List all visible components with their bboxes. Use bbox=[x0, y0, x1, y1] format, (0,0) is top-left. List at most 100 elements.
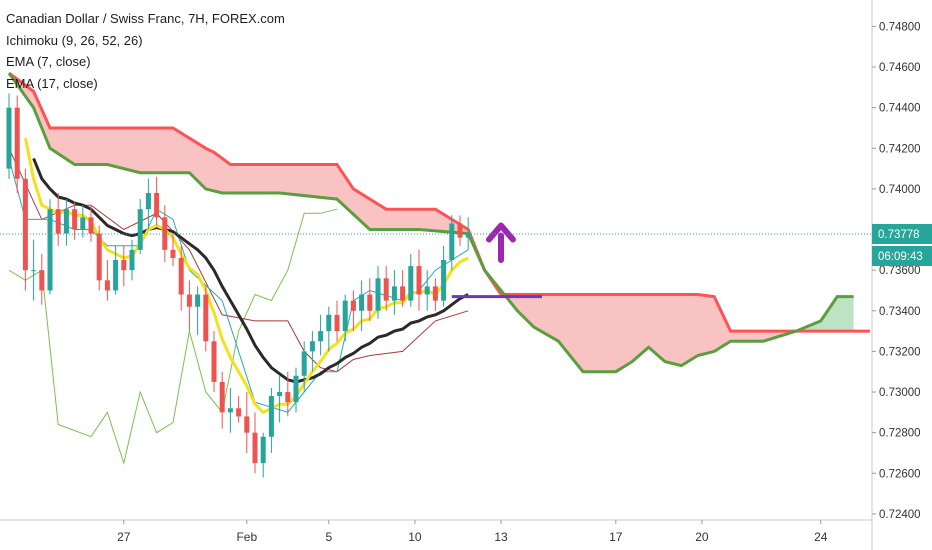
chikou-span-line bbox=[8, 208, 338, 465]
candle bbox=[170, 233, 176, 267]
candle-body bbox=[441, 260, 447, 301]
candle bbox=[47, 199, 53, 295]
candle-body bbox=[39, 270, 45, 291]
candle bbox=[22, 168, 28, 291]
candle-body bbox=[170, 249, 176, 258]
candle bbox=[457, 215, 463, 246]
candle-body bbox=[227, 408, 233, 413]
candle-body bbox=[219, 381, 225, 413]
candle bbox=[39, 253, 45, 305]
candle bbox=[309, 331, 315, 372]
candle-body bbox=[400, 286, 406, 301]
candle-body bbox=[391, 286, 397, 301]
candle-body bbox=[211, 341, 217, 382]
candle-body bbox=[14, 107, 20, 179]
candle bbox=[80, 205, 86, 238]
candle bbox=[391, 270, 397, 315]
candle-body bbox=[178, 257, 184, 295]
x-tick-label: 13 bbox=[494, 530, 508, 544]
candle bbox=[318, 314, 324, 356]
candle bbox=[408, 253, 414, 307]
candle bbox=[113, 245, 119, 295]
candle-body bbox=[145, 192, 151, 210]
countdown-label: 06:09:43 bbox=[878, 251, 923, 263]
y-tick-label: 0.74000 bbox=[879, 184, 921, 196]
candle bbox=[260, 432, 266, 478]
kijun-sen-line bbox=[8, 148, 469, 373]
candle-body bbox=[432, 286, 438, 301]
candle-body bbox=[104, 280, 110, 291]
candle bbox=[449, 215, 455, 271]
candle-body bbox=[318, 331, 324, 342]
candle-body bbox=[350, 300, 356, 311]
candle bbox=[285, 371, 291, 417]
candle bbox=[359, 280, 365, 332]
last-price-label: 0.73778 bbox=[878, 229, 920, 241]
candle bbox=[326, 306, 332, 352]
candle bbox=[424, 270, 430, 311]
candle bbox=[400, 270, 406, 307]
candle-body bbox=[285, 392, 291, 403]
candle bbox=[211, 331, 217, 393]
candle bbox=[186, 280, 192, 332]
y-tick-label: 0.72400 bbox=[879, 509, 921, 521]
candle-body bbox=[96, 233, 102, 281]
candle-body bbox=[457, 223, 463, 238]
legend-ema17[interactable]: EMA (17, close) bbox=[6, 75, 98, 91]
candle bbox=[244, 392, 250, 453]
candle-body bbox=[277, 392, 283, 397]
candle-body bbox=[72, 209, 78, 230]
candle bbox=[129, 239, 135, 281]
candle bbox=[293, 367, 299, 413]
candle bbox=[219, 371, 225, 429]
candle-body bbox=[88, 217, 94, 234]
candle-body bbox=[334, 314, 340, 332]
candle-body bbox=[186, 294, 192, 307]
x-tick-label: 5 bbox=[325, 530, 332, 544]
candle bbox=[6, 93, 12, 179]
candle bbox=[236, 396, 242, 423]
x-tick-label: 24 bbox=[814, 530, 828, 544]
candle bbox=[137, 199, 143, 254]
candle-body bbox=[203, 294, 209, 342]
candle bbox=[195, 286, 201, 336]
candle bbox=[342, 294, 348, 342]
candle bbox=[383, 266, 389, 311]
candle-body bbox=[342, 300, 348, 332]
legend-ema7[interactable]: EMA (7, close) bbox=[6, 54, 91, 69]
x-tick-label: 20 bbox=[695, 530, 709, 544]
y-tick-label: 0.73400 bbox=[879, 306, 921, 318]
up-arrow-head bbox=[486, 222, 516, 243]
y-tick-label: 0.73000 bbox=[879, 387, 921, 399]
candle-body bbox=[129, 249, 135, 271]
chart-legend: Canadian Dollar / Swiss Franc, 7H, FOREX… bbox=[6, 8, 285, 94]
candle bbox=[375, 266, 381, 319]
candle-body bbox=[80, 217, 86, 230]
x-tick-label: 10 bbox=[408, 530, 422, 544]
candle bbox=[301, 341, 307, 393]
y-tick-label: 0.74400 bbox=[879, 103, 921, 115]
candle-body bbox=[63, 209, 69, 234]
candle-body bbox=[195, 294, 201, 307]
candle bbox=[145, 178, 151, 230]
candle bbox=[178, 245, 184, 311]
candles[interactable] bbox=[6, 93, 471, 478]
candle bbox=[96, 225, 102, 291]
candle-body bbox=[309, 341, 315, 352]
legend-ichimoku[interactable]: Ichimoku (9, 26, 52, 26) bbox=[6, 32, 143, 48]
kumo-bearish-area bbox=[9, 73, 489, 277]
y-tick-label: 0.73200 bbox=[879, 346, 921, 358]
candle-body bbox=[260, 436, 266, 464]
x-tick-label: 17 bbox=[609, 530, 623, 544]
candle-body bbox=[359, 294, 365, 311]
candle bbox=[416, 249, 422, 311]
candle bbox=[441, 245, 447, 307]
candle-body bbox=[121, 260, 127, 271]
y-tick-label: 0.74800 bbox=[879, 21, 921, 33]
candle-body bbox=[137, 209, 143, 250]
countdown-tag bbox=[872, 246, 932, 266]
drawings bbox=[0, 222, 872, 299]
y-tick-label: 0.74600 bbox=[879, 62, 921, 74]
candle bbox=[252, 412, 258, 474]
